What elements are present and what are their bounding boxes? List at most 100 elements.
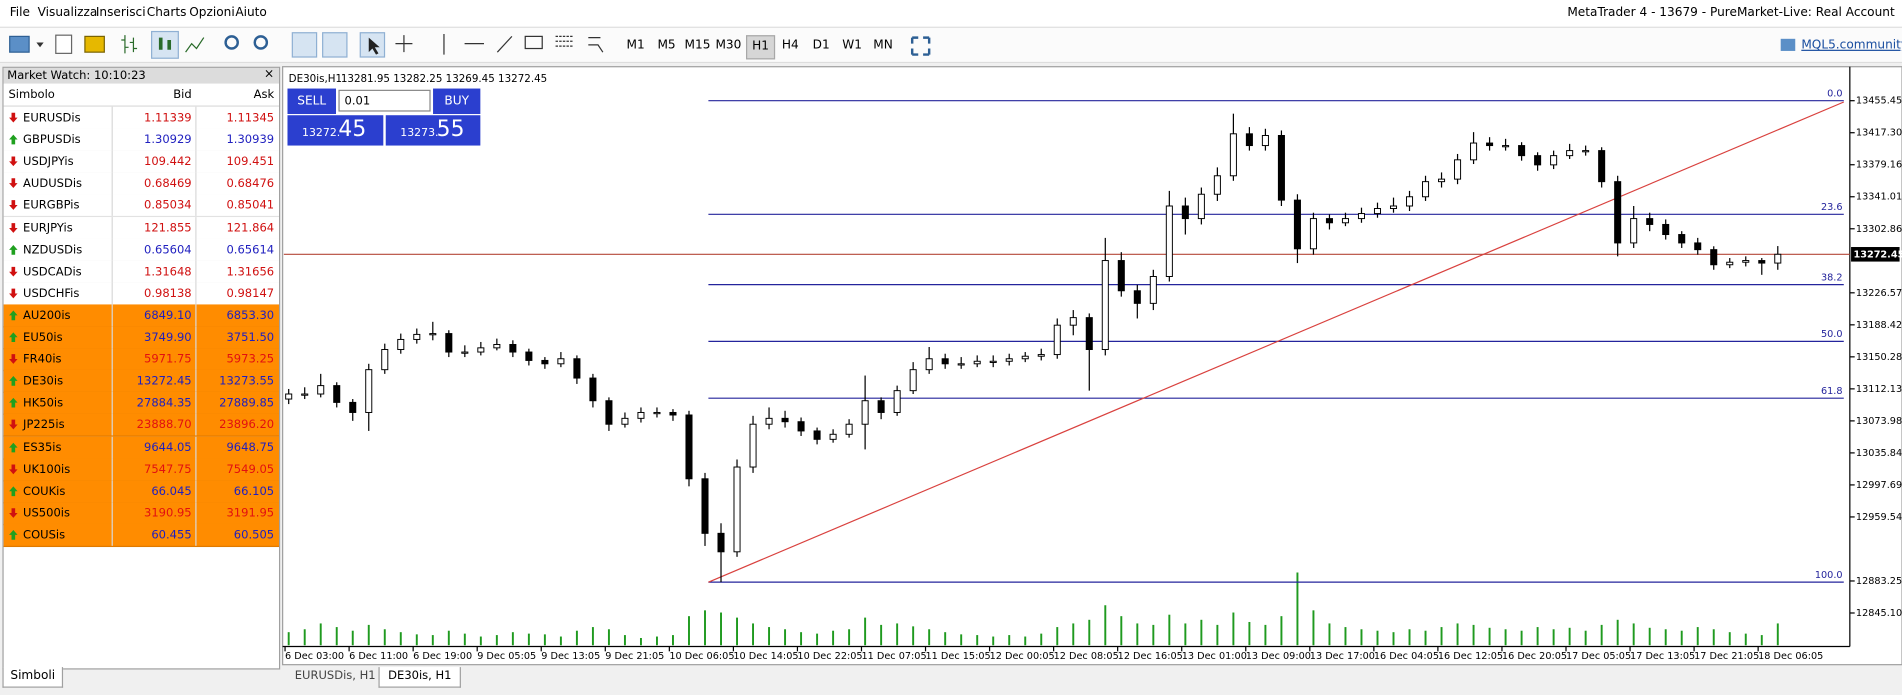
timeframe-button[interactable]: D1: [812, 38, 830, 53]
icon-fullscreen[interactable]: [910, 35, 932, 57]
candle-body: [1133, 290, 1141, 304]
market-row[interactable]: EURJPYis 121.855 121.864: [3, 216, 279, 240]
cell-divider: [111, 238, 113, 261]
x-tick-label: 11 Dec 15:05: [926, 651, 991, 662]
candle-body: [733, 466, 741, 553]
icon-profiles[interactable]: [55, 34, 73, 54]
candle-body: [893, 390, 901, 413]
menu-item[interactable]: Charts: [146, 6, 187, 20]
candle-body: [1662, 223, 1670, 236]
cell-divider: [111, 172, 113, 195]
cell-divider: [111, 128, 113, 151]
chart-tab[interactable]: DE30is, H1: [378, 667, 462, 688]
icon-zoom-out[interactable]: [253, 35, 269, 50]
timeframe-button[interactable]: W1: [842, 38, 862, 53]
cell-divider: [111, 326, 113, 349]
symbol: COUKis: [23, 484, 66, 499]
candle-body: [1742, 260, 1750, 263]
icon-new-chart[interactable]: [9, 35, 30, 53]
menu-item[interactable]: Inserisci: [95, 6, 146, 20]
community-link[interactable]: MQL5.community: [1801, 38, 1902, 53]
timeframe-button[interactable]: H4: [781, 38, 799, 53]
bid: 1.30929: [143, 133, 192, 147]
menu-item[interactable]: Opzioni: [189, 6, 235, 20]
ask: 3751.50: [226, 331, 275, 345]
fib-label: 0.0: [1827, 88, 1842, 99]
arrow: [9, 134, 18, 145]
x-tick-label: 13 Dec 09:00: [1246, 651, 1311, 662]
market-row[interactable]: AU200is 6849.10 6853.30: [3, 304, 279, 328]
ask: 1.30939: [226, 133, 275, 147]
x-tick-label: 16 Dec 04:05: [1374, 651, 1439, 662]
column-title: Ask: [253, 88, 275, 102]
candle-body: [1758, 260, 1766, 264]
icon-arrow[interactable]: [368, 37, 380, 55]
timeframe-button[interactable]: M30: [715, 38, 742, 53]
symbols-tab[interactable]: Simboli: [2, 667, 64, 688]
market-row[interactable]: AUDUSDis 0.68469 0.68476: [3, 172, 279, 196]
timeframe-button[interactable]: MN: [873, 38, 893, 53]
market-row[interactable]: USDCHFis 0.98138 0.98147: [3, 282, 279, 306]
chart-tab[interactable]: EURUSDis, H1: [294, 669, 376, 683]
market-row[interactable]: FR40is 5971.75 5973.25: [3, 348, 279, 372]
candle-body: [1341, 218, 1349, 224]
icon-autoscroll[interactable]: [291, 32, 318, 58]
ask: 121.864: [226, 221, 275, 235]
cell-divider: [195, 194, 197, 217]
x-tick-label: 10 Dec 06:05: [669, 651, 734, 662]
icon-candles-selected[interactable]: [151, 30, 179, 59]
buy-button[interactable]: BUY: [433, 88, 481, 115]
icon-zoom-in[interactable]: [224, 35, 239, 50]
icon-bars[interactable]: [121, 35, 138, 54]
menu-item[interactable]: File: [9, 6, 31, 20]
candle-body: [973, 360, 981, 365]
icon-market[interactable]: [84, 35, 105, 53]
market-row[interactable]: EURUSDis 1.11339 1.11345: [3, 106, 279, 130]
icon-indicators[interactable]: [588, 36, 604, 53]
icon-dropdown[interactable]: [36, 42, 44, 48]
candle-body: [301, 393, 309, 396]
timeframe-button[interactable]: M1: [626, 38, 645, 53]
symbol: GBPUSDis: [23, 133, 81, 147]
x-tick-label: 6 Dec 19:00: [413, 651, 472, 662]
cell-divider: [195, 106, 197, 129]
arrow: [9, 266, 18, 277]
ask: 0.65614: [226, 243, 275, 257]
lot-input[interactable]: 0.01: [338, 89, 431, 112]
bid-box[interactable]: 13272. 45: [287, 115, 384, 146]
icon-shift[interactable]: [322, 32, 348, 58]
cell-divider: [111, 216, 113, 239]
candle-body: [1534, 155, 1542, 166]
market-row[interactable]: HK50is 27884.35 27889.85: [3, 392, 279, 416]
bid: 27884.35: [136, 396, 192, 411]
y-tick-label: 12959.54: [1856, 512, 1902, 523]
close-button[interactable]: ×: [263, 67, 275, 82]
icon-candles[interactable]: [158, 37, 172, 50]
x-tick-label: 9 Dec 05:05: [477, 651, 536, 662]
cell-divider: [111, 501, 113, 524]
bid: 60.455: [151, 528, 192, 543]
icon-crosshair[interactable]: [395, 35, 413, 53]
ask-box[interactable]: 13273. 55: [385, 115, 481, 146]
timeframe-button[interactable]: M5: [657, 38, 676, 53]
arrow: [9, 112, 18, 123]
cell-divider: [195, 479, 197, 502]
market-row[interactable]: EU50is 3749.90 3751.50: [3, 326, 279, 350]
icon-text[interactable]: [524, 35, 543, 50]
market-row[interactable]: COUSis 60.455 60.505: [3, 523, 279, 547]
market-row[interactable]: USDCADis 1.31648 1.31656: [3, 260, 279, 284]
icon-trendline[interactable]: [496, 35, 513, 53]
icon-line[interactable]: [185, 37, 205, 53]
market-row[interactable]: USDJPYis 109.442 109.451: [3, 150, 279, 174]
candle-body: [957, 363, 965, 366]
y-tick-label: 13302.86: [1856, 224, 1902, 235]
icon-fibo[interactable]: [555, 35, 573, 47]
timeframe-button[interactable]: H1: [746, 35, 776, 60]
bid: 0.98138: [143, 287, 192, 301]
timeframe-button[interactable]: M15: [684, 38, 711, 53]
sell-button[interactable]: SELL: [287, 88, 337, 115]
menu-item[interactable]: Aiuto: [235, 6, 267, 20]
menu-item[interactable]: Visualizza: [37, 6, 98, 20]
candle-body: [1518, 145, 1526, 157]
market-row[interactable]: EURGBPis 0.85034 0.85041: [3, 194, 279, 218]
